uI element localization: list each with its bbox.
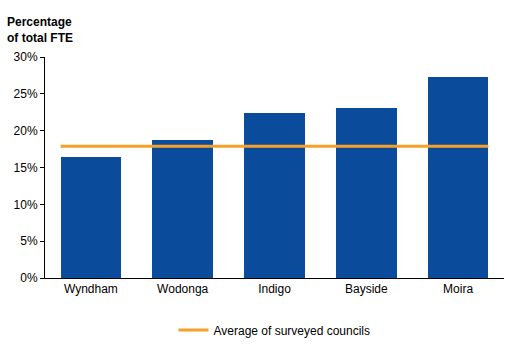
svg-text:Bayside: Bayside <box>345 282 388 296</box>
svg-text:30%: 30% <box>14 50 38 64</box>
svg-text:15%: 15% <box>14 161 38 175</box>
svg-text:0%: 0% <box>20 271 38 285</box>
svg-text:Percentageof total FTE: Percentageof total FTE <box>7 15 73 45</box>
svg-text:Wyndham: Wyndham <box>64 282 118 296</box>
svg-text:Indigo: Indigo <box>258 282 291 296</box>
svg-text:20%: 20% <box>14 124 38 138</box>
svg-text:5%: 5% <box>20 234 38 248</box>
svg-text:Average of surveyed councils: Average of surveyed councils <box>214 324 371 338</box>
svg-text:Wodonga: Wodonga <box>157 282 208 296</box>
svg-text:25%: 25% <box>14 87 38 101</box>
svg-text:10%: 10% <box>14 198 38 212</box>
svg-text:Moira: Moira <box>443 282 473 296</box>
